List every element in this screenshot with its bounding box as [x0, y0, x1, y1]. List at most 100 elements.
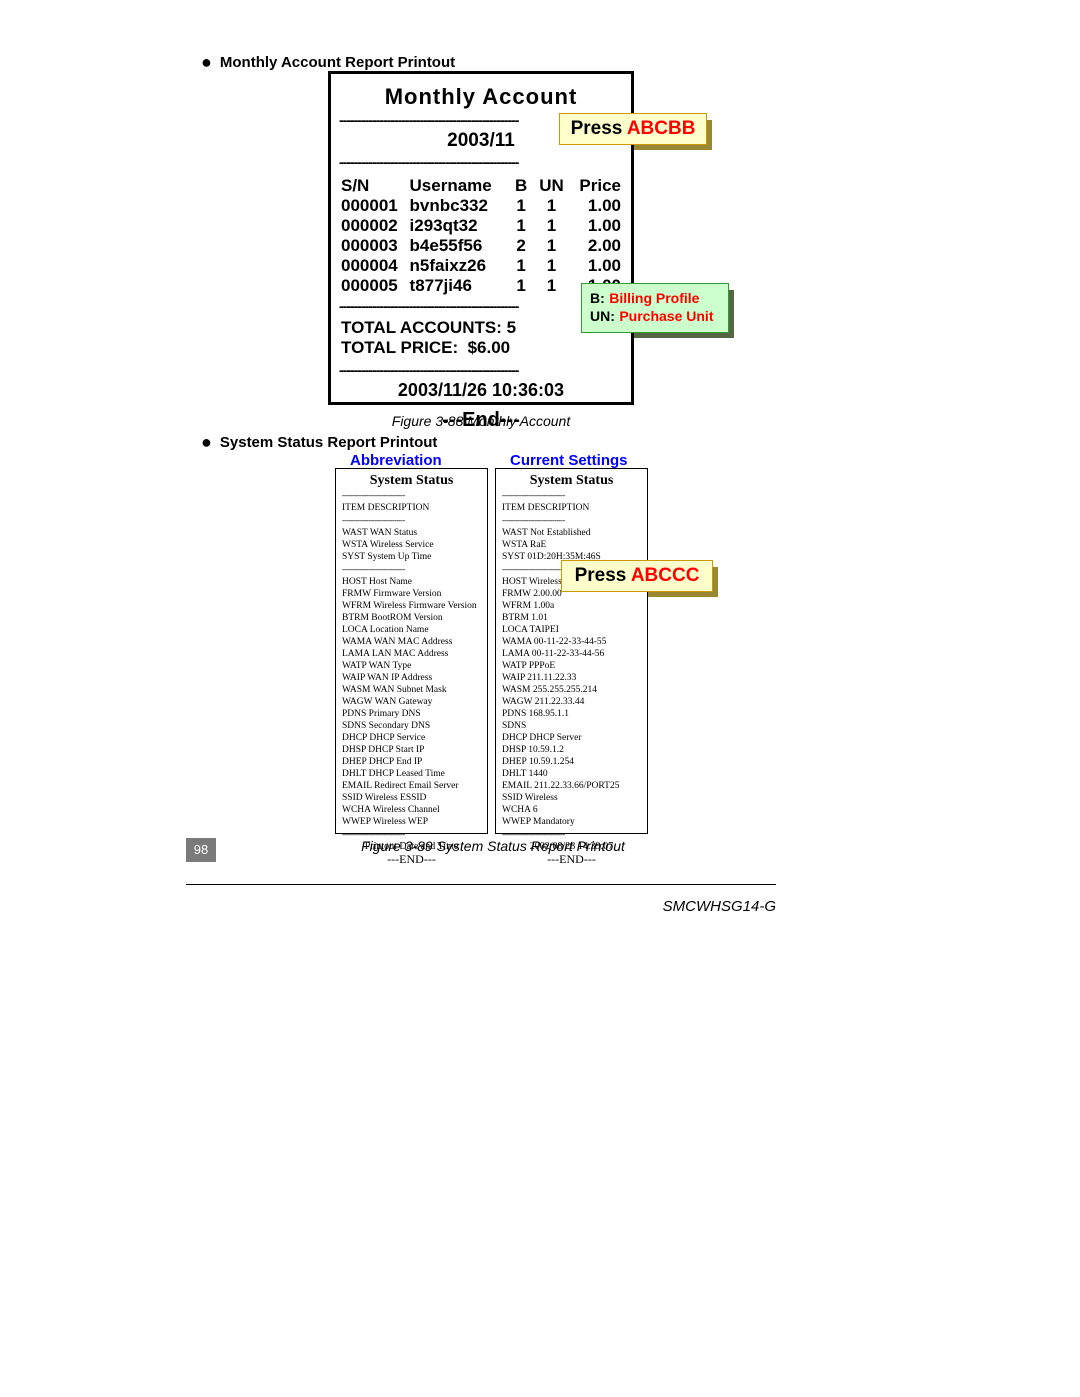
horizontal-rule — [186, 884, 776, 885]
total-accounts-label: TOTAL ACCOUNTS: — [341, 318, 502, 337]
status-line: WAIP WAN IP Address — [342, 672, 481, 684]
ss-header: ITEM DESCRIPTION — [342, 502, 481, 514]
status-line: DHLT DHCP Leased Time — [342, 768, 481, 780]
page-container: ● Monthly Account Report Printout Monthl… — [0, 0, 1080, 1397]
table-row: 000005t877ji46111.00 — [341, 276, 621, 296]
status-line: LAMA 00-11-22-33-44-56 — [502, 648, 641, 660]
callout-press-abcbb: Press ABCBB — [559, 113, 707, 145]
callout-legend: B: Billing Profile UN: Purchase Unit — [581, 283, 729, 333]
table-row: 000004n5faixz26111.00 — [341, 256, 621, 276]
total-price-value: $6.00 — [468, 338, 511, 357]
status-line: HOST Host Name — [342, 576, 481, 588]
status-line: LOCA Location Name — [342, 624, 481, 636]
status-line: WSTA Wireless Service — [342, 539, 481, 551]
receipt-title: Monthly Account — [331, 84, 631, 110]
legend-line-un: UN: Purchase Unit — [590, 308, 720, 326]
divider: ----------------------------------------… — [339, 362, 623, 378]
status-line: LOCA TAIPEI — [502, 624, 641, 636]
status-line: PDNS 168.95.1.1 — [502, 708, 641, 720]
divider: ----------------------------- — [502, 516, 641, 525]
cell-un: 1 — [535, 276, 568, 296]
receipt-table: S/N Username B UN Price 000001bvnbc33211… — [341, 176, 621, 296]
cell-price: 1.00 — [568, 196, 621, 216]
status-line: BTRM BootROM Version — [342, 612, 481, 624]
cell-price: 1.00 — [568, 256, 621, 276]
status-line: FRMW Firmware Version — [342, 588, 481, 600]
table-row: 000003b4e55f56212.00 — [341, 236, 621, 256]
cell-username: t877ji46 — [410, 276, 508, 296]
status-line: WAGW WAN Gateway — [342, 696, 481, 708]
status-line: WAST Not Established — [502, 527, 641, 539]
receipt-timestamp: 2003/11/26 10:36:03 — [331, 380, 631, 401]
status-line: EMAIL Redirect Email Server — [342, 780, 481, 792]
figure-caption-2: Figure 3-89 System Status Report Printou… — [328, 838, 658, 854]
status-line: DHSP 10.59.1.2 — [502, 744, 641, 756]
cs-end: ---END--- — [496, 852, 647, 867]
status-line: WWEP Wireless WEP — [342, 816, 481, 828]
ss-title: System Status — [336, 473, 487, 489]
legend-b-key: B: — [590, 290, 605, 306]
status-line: WCHA 6 — [502, 804, 641, 816]
status-line: WSTA RaE — [502, 539, 641, 551]
col-username: Username — [410, 176, 508, 196]
status-line: DHLT 1440 — [502, 768, 641, 780]
system-status-current-box: System Status --------------------------… — [495, 468, 648, 834]
legend-b-value: Billing Profile — [609, 290, 699, 306]
divider: ----------------------------- — [342, 491, 481, 500]
legend-un-key: UN: — [590, 308, 615, 324]
status-line: LAMA LAN MAC Address — [342, 648, 481, 660]
cs-title: System Status — [496, 473, 647, 489]
cell-b: 2 — [507, 236, 534, 256]
cell-sn: 000002 — [341, 216, 410, 236]
status-line: WFRM 1.00a — [502, 600, 641, 612]
footer-model: SMCWHSG14-G — [186, 898, 776, 915]
heading-monthly-text: Monthly Account Report Printout — [220, 54, 455, 71]
cell-sn: 000004 — [341, 256, 410, 276]
cell-un: 1 — [535, 196, 568, 216]
cell-username: i293qt32 — [410, 216, 508, 236]
status-line: DHSP DHCP Start IP — [342, 744, 481, 756]
divider: ----------------------------- — [502, 491, 641, 500]
table-row: 000002i293qt32111.00 — [341, 216, 621, 236]
cell-b: 1 — [507, 216, 534, 236]
col-b: B — [507, 176, 534, 196]
status-line: WAMA 00-11-22-33-44-55 — [502, 636, 641, 648]
status-line: WATP WAN Type — [342, 660, 481, 672]
status-line: PDNS Primary DNS — [342, 708, 481, 720]
total-price: TOTAL PRICE: $6.00 — [341, 338, 621, 358]
col-price: Price — [568, 176, 621, 196]
cell-price: 2.00 — [568, 236, 621, 256]
status-line: DHCP DHCP Server — [502, 732, 641, 744]
callout-press-abccc: Press ABCCC — [561, 560, 713, 592]
heading-system-status: ● System Status Report Printout — [201, 432, 437, 453]
col-sn: S/N — [341, 176, 410, 196]
press-code: ABCCC — [631, 565, 700, 586]
status-line: WFRM Wireless Firmware Version — [342, 600, 481, 612]
press-label: Press — [575, 565, 627, 586]
status-line: WCHA Wireless Channel — [342, 804, 481, 816]
status-line: WAGW 211.22.33.44 — [502, 696, 641, 708]
cell-username: n5faixz26 — [410, 256, 508, 276]
status-line: SSID Wireless ESSID — [342, 792, 481, 804]
divider: ----------------------------------------… — [339, 154, 623, 170]
status-line: WAMA WAN MAC Address — [342, 636, 481, 648]
figure-caption-1: Figure 3-88 Monthly Account — [328, 413, 634, 429]
status-line: WATP PPPoE — [502, 660, 641, 672]
status-line: BTRM 1.01 — [502, 612, 641, 624]
press-code: ABCBB — [627, 118, 696, 139]
press-label: Press — [571, 118, 623, 139]
cell-price: 1.00 — [568, 216, 621, 236]
receipt-totals: TOTAL ACCOUNTS: 5 TOTAL PRICE: $6.00 — [341, 318, 621, 358]
status-line: DHEP DHCP End IP — [342, 756, 481, 768]
system-status-abbrev-box: System Status --------------------------… — [335, 468, 488, 834]
cell-username: bvnbc332 — [410, 196, 508, 216]
status-line: WAIP 211.11.22.33 — [502, 672, 641, 684]
status-line: DHCP DHCP Service — [342, 732, 481, 744]
status-line: SYST System Up Time — [342, 551, 481, 563]
cell-un: 1 — [535, 236, 568, 256]
status-line: SSID Wireless — [502, 792, 641, 804]
divider: ----------------------------- — [342, 565, 481, 574]
status-line: WASM WAN Subnet Mask — [342, 684, 481, 696]
divider: ----------------------------- — [342, 516, 481, 525]
bullet-icon: ● — [201, 52, 212, 73]
